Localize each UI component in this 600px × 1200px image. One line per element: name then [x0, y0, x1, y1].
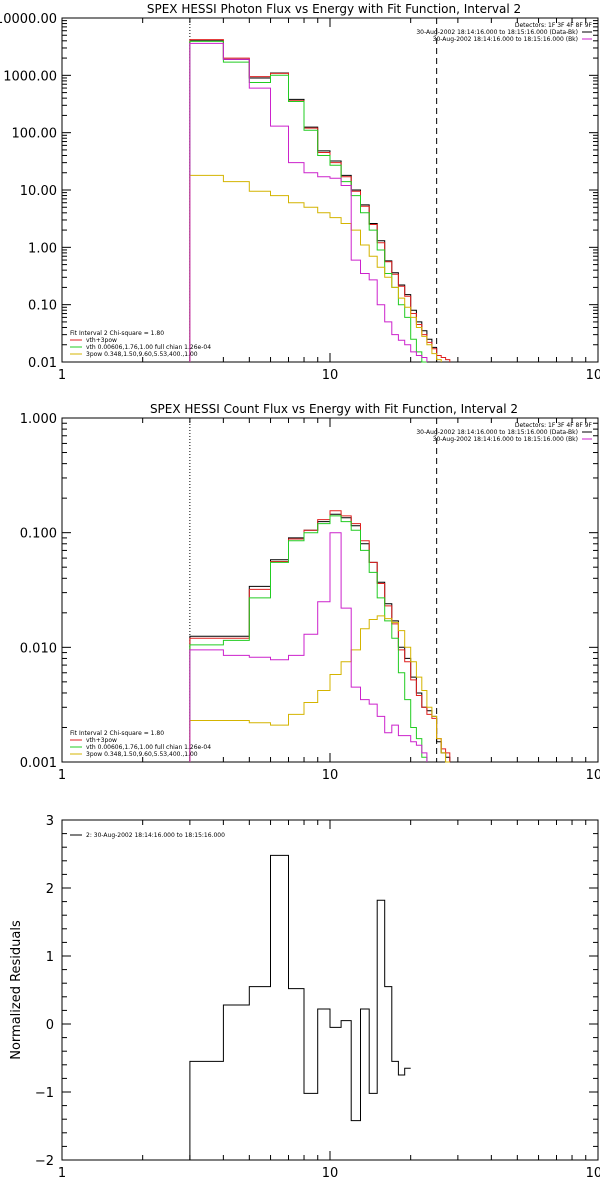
count-x-tick-label: 10 — [322, 768, 339, 783]
photon-plot-frame — [61, 17, 599, 363]
residuals-y-tick-label: −2 — [35, 1154, 54, 1169]
count-series-vth — [189, 515, 428, 762]
photon-y-tick-label: 100.00 — [12, 127, 58, 142]
residuals-y-tick-label: −1 — [35, 1086, 54, 1101]
residuals-y-tick-label: 0 — [46, 1018, 54, 1033]
count-legend-entry: Fit Interval 2 Chi-square = 1.80 — [70, 730, 164, 737]
photon-y-tick-label: 10.00 — [20, 184, 57, 199]
residuals-panel: Normalized Residuals 1 10 100 −2 −1 0 1 2 3 2: 30… — [9, 814, 600, 1181]
count-y-tick-label: 0.010 — [20, 641, 57, 656]
residuals-y-tick-label: 2 — [46, 882, 54, 897]
residuals-plot-frame — [61, 819, 599, 1161]
photon-y-tick-label: 1000.00 — [3, 69, 57, 84]
photon-info-line: Detectors: 1F 3F 4F 8F 9F — [515, 22, 593, 29]
count-legend-entry: 3pow 0.348,1.50,9.60,5.53,400.,1.00 — [86, 751, 198, 758]
photon-series-pow — [189, 174, 442, 362]
photon-y-tick-label: 0.01 — [28, 356, 57, 371]
count-info-line: 30-Aug-2002 18:14:16.000 to 18:15:16.000… — [433, 436, 578, 443]
residuals-y-axis-label: Normalized Residuals — [9, 920, 24, 1060]
count-series-bk — [189, 532, 428, 762]
photon-flux-panel: SPEX HESSI Photon Flux vs Energy with Fi… — [0, 2, 600, 383]
photon-info-line: 30-Aug-2002 18:14:16.000 to 18:15:16.000… — [416, 29, 578, 36]
count-flux-title: SPEX HESSI Count Flux vs Energy with Fit… — [150, 402, 518, 416]
residuals-x-tick-label: 100 — [586, 1166, 600, 1181]
count-y-tick-label: 0.100 — [20, 527, 57, 542]
count-legend-entry: vth+3pow — [86, 737, 117, 744]
residuals-y-tick-label: 3 — [46, 814, 54, 829]
count-series-model — [189, 510, 451, 762]
residuals-legend-entry: 2: 30-Aug-2002 18:14:16.000 to 18:15:16.… — [86, 832, 225, 839]
residuals-x-tick-label: 10 — [322, 1166, 339, 1181]
count-x-tick-label: 100 — [586, 768, 600, 783]
residuals-x-tick-label: 1 — [58, 1166, 66, 1181]
count-flux-panel: SPEX HESSI Count Flux vs Energy with Fit… — [20, 402, 600, 783]
count-info-line: Detectors: 1F 3F 4F 8F 9F — [515, 422, 593, 429]
photon-y-tick-label: 1.00 — [28, 241, 57, 256]
photon-legend-entry: Fit Interval 2 Chi-square = 1.80 — [70, 330, 164, 337]
count-y-tick-label: 1.000 — [20, 412, 57, 427]
photon-legend-entry: vth+3pow — [86, 337, 117, 344]
count-legend-entry: vth 0.00606,1.76,1.00 full chian 1.26e-0… — [86, 744, 211, 751]
photon-series-data — [189, 40, 438, 362]
count-info-line: 30-Aug-2002 18:14:16.000 to 18:15:16.000… — [416, 429, 578, 436]
residuals-y-tick-label: 1 — [46, 950, 54, 965]
photon-series-vth — [189, 40, 427, 363]
photon-series-bk — [189, 42, 428, 362]
photon-y-tick-label: 10000.00 — [0, 12, 57, 27]
count-series-pow — [189, 615, 450, 763]
photon-flux-title: SPEX HESSI Photon Flux vs Energy with Fi… — [147, 2, 521, 16]
count-x-tick-label: 1 — [58, 768, 66, 783]
photon-info-line: 30-Aug-2002 18:14:16.000 to 18:15:16.000… — [433, 36, 578, 43]
photon-y-tick-label: 0.10 — [28, 299, 57, 314]
photon-legend-entry: vth 0.00606,1.76,1.00 full chian 1.26e-0… — [86, 344, 211, 351]
count-y-tick-label: 0.001 — [20, 756, 57, 771]
photon-x-tick-label: 100 — [586, 368, 600, 383]
residuals-series-residuals — [189, 854, 411, 1160]
photon-x-tick-label: 10 — [322, 368, 339, 383]
photon-legend-entry: 3pow 0.348,1.50,9.60,5.53,400.,1.00 — [86, 351, 198, 358]
photon-x-tick-label: 1 — [58, 368, 66, 383]
